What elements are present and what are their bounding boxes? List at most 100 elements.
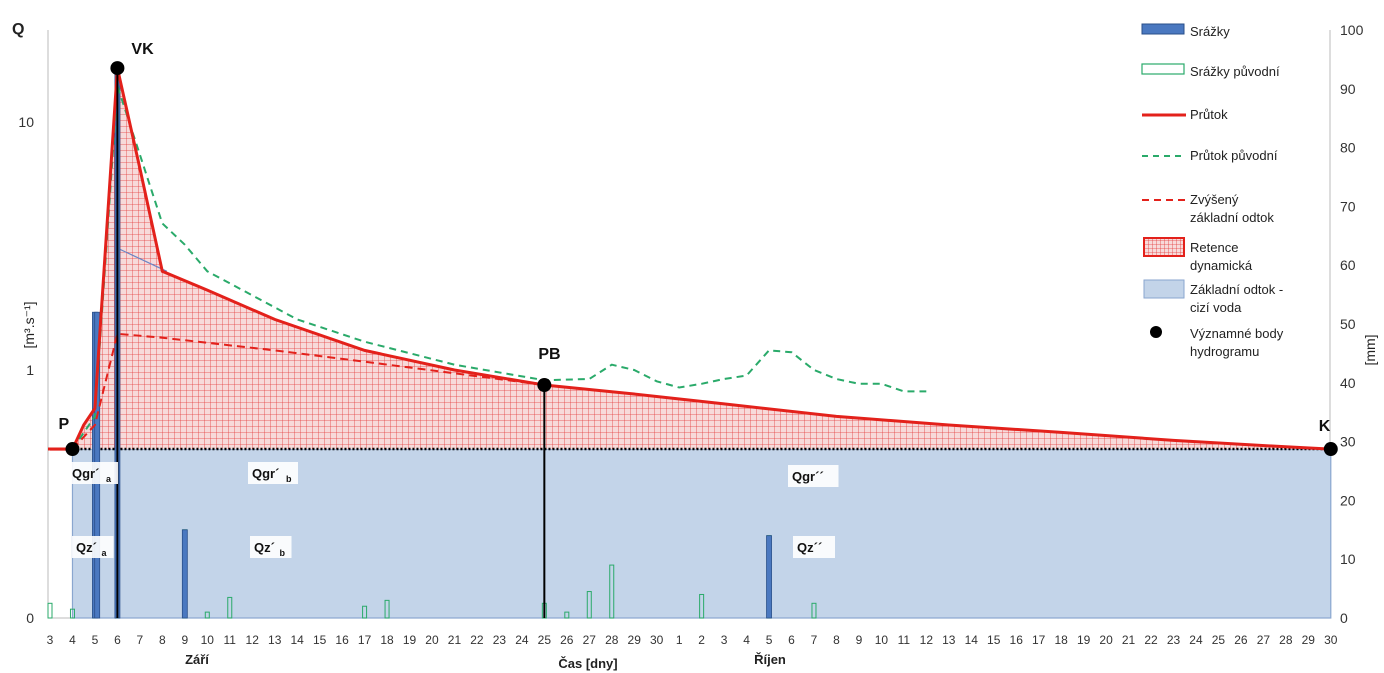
x-tick-label: 25 bbox=[1212, 633, 1226, 647]
x-tick-label: 29 bbox=[628, 633, 642, 647]
region-label-qz2: Qz´´ bbox=[797, 540, 822, 555]
region-label-box-qz_b bbox=[250, 536, 292, 558]
x-tick-label: 23 bbox=[1167, 633, 1181, 647]
x-tick-label: 3 bbox=[47, 633, 54, 647]
x-tick-label: 13 bbox=[942, 633, 956, 647]
precip-orig-bar-13 bbox=[699, 593, 705, 619]
key-point-vk bbox=[110, 61, 125, 76]
legend-swatch-precip bbox=[1141, 23, 1185, 35]
legend-label-base_raised: Zvýšený bbox=[1190, 192, 1239, 207]
month-label-october: Říjen bbox=[754, 652, 786, 667]
legend-swatch-retention bbox=[1143, 237, 1185, 257]
right-tick-label: 50 bbox=[1340, 316, 1356, 332]
x-tick-label: 26 bbox=[560, 633, 574, 647]
right-tick-labels: 0 10 20 30 40 50 60 70 80 90 100 bbox=[1340, 22, 1364, 626]
region-label-sub-qgr_b: b bbox=[286, 474, 292, 484]
x-tick-label: 26 bbox=[1234, 633, 1248, 647]
x-tick-label: 5 bbox=[92, 633, 99, 647]
region-label-qgr2: Qgr´´ bbox=[792, 469, 824, 484]
flow-original-line bbox=[71, 85, 927, 450]
x-tick-label: 19 bbox=[403, 633, 417, 647]
precip-orig-bar-7 bbox=[362, 605, 368, 619]
left-tick-labels: 0 1 10 bbox=[18, 114, 34, 626]
x-tick-label: 10 bbox=[201, 633, 215, 647]
right-tick-label: 60 bbox=[1340, 257, 1356, 273]
right-tick-label: 30 bbox=[1340, 434, 1356, 450]
legend-swatch-baseflow bbox=[1143, 279, 1185, 299]
x-tick-label: 7 bbox=[811, 633, 818, 647]
x-tick-label: 7 bbox=[137, 633, 144, 647]
legend-swatch-precip-orig bbox=[1141, 63, 1185, 75]
key-points-layer: P VK PB K bbox=[58, 41, 1338, 457]
region-label-box-qz2 bbox=[793, 536, 835, 558]
x-tick-label: 8 bbox=[159, 633, 166, 647]
x-tick-label: 17 bbox=[1032, 633, 1046, 647]
region-label-qgr_b: Qgr´ bbox=[252, 466, 279, 481]
x-tick-label: 11 bbox=[224, 633, 237, 647]
left-axis-title: Q bbox=[12, 21, 24, 38]
x-tick-label: 16 bbox=[335, 633, 349, 647]
region-label-box-qgr2 bbox=[788, 465, 839, 487]
right-tick-label: 20 bbox=[1340, 492, 1356, 508]
right-tick-label: 10 bbox=[1340, 551, 1356, 567]
month-label-september: Září bbox=[185, 652, 209, 667]
key-point-label-p: P bbox=[58, 416, 69, 433]
x-tick-label: 21 bbox=[1122, 633, 1136, 647]
right-axis-unit: [mm] bbox=[1362, 334, 1378, 365]
x-tick-label: 14 bbox=[965, 633, 979, 647]
precip-bar-16 bbox=[766, 535, 772, 619]
legend-swatch-points bbox=[1150, 326, 1162, 338]
x-tick-label: 6 bbox=[788, 633, 795, 647]
legend-label-flow_orig: Průtok původní bbox=[1190, 148, 1278, 163]
x-tick-label: 21 bbox=[448, 633, 462, 647]
x-tick-label: 15 bbox=[987, 633, 1001, 647]
x-tick-label: 2 bbox=[698, 633, 705, 647]
region-label-box-qgr_a bbox=[68, 462, 118, 484]
x-tick-label: 28 bbox=[1279, 633, 1293, 647]
precip-orig-bar-0 bbox=[47, 602, 53, 619]
x-tick-labels: 3 4 5 6 7 8 9 10 11 12 13 14 15 16 17 18 19 20 21 22 23 24 25 2… bbox=[47, 633, 1338, 647]
legend: Srážky Srážky původní Průtok Průtok původní… bbox=[1141, 23, 1284, 359]
left-tick-label: 0 bbox=[26, 610, 34, 626]
precip-bar-6 bbox=[181, 529, 188, 619]
left-tick-label: 10 bbox=[18, 114, 34, 130]
legend-label-precip: Srážky bbox=[1190, 24, 1230, 39]
x-tick-label: 19 bbox=[1077, 633, 1091, 647]
x-tick-label: 9 bbox=[856, 633, 863, 647]
region-label-qz_b: Qz´ bbox=[254, 540, 275, 555]
key-point-label-k: K bbox=[1319, 418, 1331, 435]
legend-label-retention-line2: dynamická bbox=[1190, 258, 1253, 273]
key-point-pb bbox=[537, 377, 552, 392]
legend-label-precip_orig: Srážky původní bbox=[1190, 64, 1280, 79]
region-label-sub-qgr_a: a bbox=[106, 474, 112, 484]
x-tick-label: 12 bbox=[920, 633, 934, 647]
x-tick-label: 28 bbox=[605, 633, 619, 647]
x-tick-label: 15 bbox=[313, 633, 327, 647]
precip-orig-bar-15 bbox=[811, 602, 817, 619]
x-tick-label: 20 bbox=[1099, 633, 1113, 647]
x-tick-label: 14 bbox=[290, 633, 304, 647]
precip-orig-bar-11 bbox=[586, 591, 592, 619]
x-tick-label: 20 bbox=[425, 633, 439, 647]
x-tick-label: 18 bbox=[380, 633, 394, 647]
recession-helper-line bbox=[117, 247, 168, 272]
x-tick-label: 10 bbox=[875, 633, 889, 647]
x-tick-label: 29 bbox=[1302, 633, 1316, 647]
right-tick-label: 70 bbox=[1340, 198, 1356, 214]
x-tick-label: 13 bbox=[268, 633, 282, 647]
legend-label-points-line2: hydrogramu bbox=[1190, 344, 1259, 359]
right-tick-label: 80 bbox=[1340, 140, 1356, 156]
legend-label-retention: Retence bbox=[1190, 240, 1238, 255]
right-tick-label: 40 bbox=[1340, 375, 1356, 391]
x-tick-label: 30 bbox=[650, 633, 664, 647]
retention-area-layer bbox=[72, 68, 1331, 451]
x-tick-label: 6 bbox=[114, 633, 121, 647]
x-tick-label: 16 bbox=[1010, 633, 1024, 647]
x-tick-label: 23 bbox=[493, 633, 507, 647]
x-tick-label: 4 bbox=[743, 633, 750, 647]
legend-label-points: Významné body bbox=[1190, 326, 1284, 341]
region-label-qz_a: Qz´ bbox=[76, 540, 97, 555]
precip-orig-bar-6 bbox=[227, 596, 233, 619]
x-tick-label: 30 bbox=[1324, 633, 1338, 647]
